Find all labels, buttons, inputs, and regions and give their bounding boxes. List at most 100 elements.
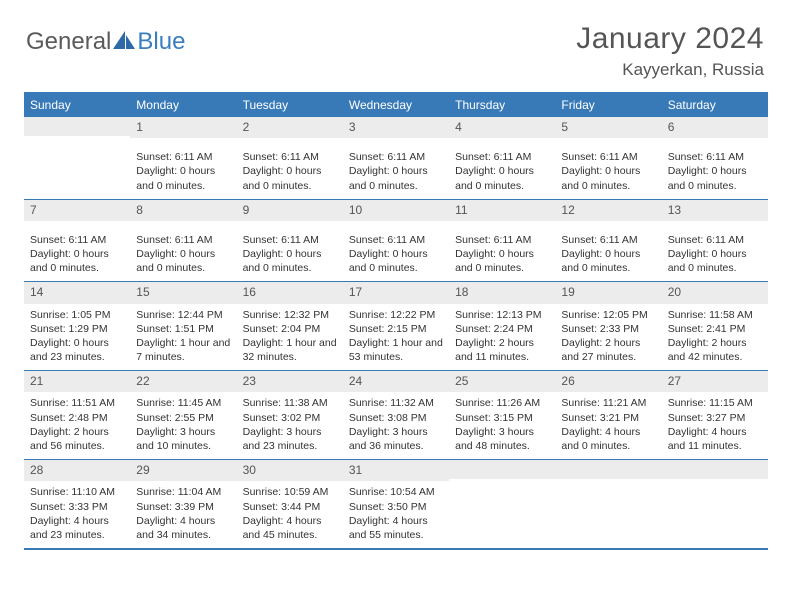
calendar-week: 14Sunrise: 1:05 PMSunset: 1:29 PMDayligh… — [24, 282, 768, 371]
day-detail-line: and 0 minutes. — [243, 179, 337, 193]
calendar-day: 18Sunrise: 12:13 PMSunset: 2:24 PMDaylig… — [449, 282, 555, 370]
day-detail-line: Daylight: 0 hours — [30, 336, 124, 350]
day-detail-line: Daylight: 4 hours — [136, 514, 230, 528]
brand-text-general: General — [26, 28, 111, 56]
day-detail-line: Sunrise: 11:51 AM — [30, 396, 124, 410]
calendar-day: 21Sunrise: 11:51 AMSunset: 2:48 PMDaylig… — [24, 371, 130, 459]
day-detail-line: Daylight: 1 hour and — [243, 336, 337, 350]
day-detail-line: Daylight: 0 hours — [349, 247, 443, 261]
day-number — [555, 460, 661, 479]
day-detail-line: Daylight: 1 hour and — [349, 336, 443, 350]
day-detail-line: Sunset: 6:11 AM — [243, 233, 337, 247]
day-detail-line: Daylight: 0 hours — [243, 164, 337, 178]
day-detail-line: Sunrise: 11:38 AM — [243, 396, 337, 410]
day-details: Sunrise: 11:26 AMSunset: 3:15 PMDaylight… — [449, 396, 555, 453]
day-detail-line: Sunrise: 10:54 AM — [349, 485, 443, 499]
day-detail-line: Daylight: 0 hours — [561, 164, 655, 178]
day-number: 2 — [237, 117, 343, 138]
day-details: Sunrise: 10:59 AMSunset: 3:44 PMDaylight… — [237, 485, 343, 542]
day-number: 26 — [555, 371, 661, 392]
day-detail-line: Daylight: 3 hours — [136, 425, 230, 439]
calendar-day: 13Sunset: 6:11 AMDaylight: 0 hoursand 0 … — [662, 200, 768, 282]
calendar-day: 14Sunrise: 1:05 PMSunset: 1:29 PMDayligh… — [24, 282, 130, 370]
day-detail-line: Daylight: 0 hours — [30, 247, 124, 261]
day-detail-line: Daylight: 0 hours — [136, 164, 230, 178]
day-detail-line: and 0 minutes. — [455, 179, 549, 193]
day-detail-line: Sunrise: 11:10 AM — [30, 485, 124, 499]
day-detail-line: Sunrise: 12:32 PM — [243, 308, 337, 322]
calendar-day: 22Sunrise: 11:45 AMSunset: 2:55 PMDaylig… — [130, 371, 236, 459]
day-details: Sunset: 6:11 AMDaylight: 0 hoursand 0 mi… — [24, 225, 130, 276]
day-detail-line: and 48 minutes. — [455, 439, 549, 453]
day-detail-line: Sunrise: 12:44 PM — [136, 308, 230, 322]
day-details: Sunset: 6:11 AMDaylight: 0 hoursand 0 mi… — [343, 142, 449, 193]
day-detail-line: Daylight: 1 hour and — [136, 336, 230, 350]
calendar-day — [24, 117, 130, 199]
dow-cell: Sunday — [24, 94, 130, 117]
day-detail-line: Daylight: 4 hours — [668, 425, 762, 439]
day-detail-line: Sunrise: 12:13 PM — [455, 308, 549, 322]
day-detail-line: Sunrise: 11:45 AM — [136, 396, 230, 410]
day-details: Sunset: 6:11 AMDaylight: 0 hoursand 0 mi… — [449, 225, 555, 276]
day-number: 10 — [343, 200, 449, 221]
day-details: Sunrise: 11:38 AMSunset: 3:02 PMDaylight… — [237, 396, 343, 453]
calendar-day: 11 Sunset: 6:11 AMDaylight: 0 hoursand 0 … — [449, 200, 555, 282]
calendar-day: 28Sunrise: 11:10 AMSunset: 3:33 PMDaylig… — [24, 460, 130, 548]
title-block: January 2024 Kayyerkan, Russia — [576, 22, 764, 80]
calendar-day: 29Sunrise: 11:04 AMSunset: 3:39 PMDaylig… — [130, 460, 236, 548]
day-detail-line: and 0 minutes. — [561, 439, 655, 453]
day-detail-line: and 23 minutes. — [30, 350, 124, 364]
day-detail-line: Sunset: 3:27 PM — [668, 411, 762, 425]
day-detail-line: and 0 minutes. — [349, 261, 443, 275]
day-detail-line: Daylight: 0 hours — [561, 247, 655, 261]
day-detail-line: and 0 minutes. — [668, 261, 762, 275]
day-number: 1 — [130, 117, 236, 138]
day-number: 7 — [24, 200, 130, 221]
day-number: 12 — [555, 200, 661, 221]
calendar-day: 7 Sunset: 6:11 AMDaylight: 0 hoursand 0 m… — [24, 200, 130, 282]
day-details: Sunset: 6:11 AMDaylight: 0 hoursand 0 mi… — [555, 225, 661, 276]
day-detail-line: Sunset: 3:33 PM — [30, 500, 124, 514]
day-detail-line: Daylight: 2 hours — [561, 336, 655, 350]
day-details: Sunrise: 12:05 PMSunset: 2:33 PMDaylight… — [555, 308, 661, 365]
dow-cell: Friday — [555, 94, 661, 117]
day-details: Sunrise: 12:13 PMSunset: 2:24 PMDaylight… — [449, 308, 555, 365]
day-details: Sunrise: 11:51 AMSunset: 2:48 PMDaylight… — [24, 396, 130, 453]
day-detail-line: Daylight: 0 hours — [668, 164, 762, 178]
day-detail-line: and 0 minutes. — [561, 261, 655, 275]
day-detail-line: Daylight: 2 hours — [455, 336, 549, 350]
day-number: 8 — [130, 200, 236, 221]
day-details: Sunrise: 11:21 AMSunset: 3:21 PMDaylight… — [555, 396, 661, 453]
day-detail-line: Daylight: 4 hours — [243, 514, 337, 528]
day-detail-line: and 0 minutes. — [30, 261, 124, 275]
day-detail-line: Sunrise: 11:58 AM — [668, 308, 762, 322]
day-detail-line: Sunset: 3:02 PM — [243, 411, 337, 425]
day-number: 5 — [555, 117, 661, 138]
day-detail-line: Sunset: 6:11 AM — [455, 150, 549, 164]
calendar-day: 24Sunrise: 11:32 AMSunset: 3:08 PMDaylig… — [343, 371, 449, 459]
day-number: 11 — [449, 200, 555, 221]
day-details: Sunrise: 11:10 AMSunset: 3:33 PMDaylight… — [24, 485, 130, 542]
day-detail-line: and 23 minutes. — [30, 528, 124, 542]
day-detail-line: 7 minutes. — [136, 350, 230, 364]
day-detail-line: Sunset: 6:11 AM — [455, 233, 549, 247]
calendar-week: 7Sunset: 6:11 AMDaylight: 0 hoursand 0 m… — [24, 200, 768, 283]
day-detail-line: Sunset: 2:15 PM — [349, 322, 443, 336]
day-details: Sunset: 6:11 AMDaylight: 0 hoursand 0 mi… — [237, 142, 343, 193]
calendar-day: 5Sunset: 6:11 AMDaylight: 0 hoursand 0 m… — [555, 117, 661, 199]
day-detail-line: Sunset: 3:08 PM — [349, 411, 443, 425]
day-detail-line: Sunset: 6:11 AM — [561, 233, 655, 247]
day-detail-line: Sunset: 2:48 PM — [30, 411, 124, 425]
day-detail-line: and 11 minutes. — [455, 350, 549, 364]
calendar-day — [662, 460, 768, 548]
day-number: 4 — [449, 117, 555, 138]
day-number — [24, 117, 130, 136]
day-details: Sunrise: 10:54 AMSunset: 3:50 PMDaylight… — [343, 485, 449, 542]
dow-cell: Tuesday — [237, 94, 343, 117]
day-detail-line: Daylight: 0 hours — [455, 164, 549, 178]
brand-sail-icon — [111, 29, 137, 56]
day-detail-line: Sunset: 6:11 AM — [243, 150, 337, 164]
day-details: Sunset: 6:11 AMDaylight: 0 hoursand 0 mi… — [130, 142, 236, 193]
day-number: 15 — [130, 282, 236, 303]
day-detail-line: Daylight: 0 hours — [455, 247, 549, 261]
